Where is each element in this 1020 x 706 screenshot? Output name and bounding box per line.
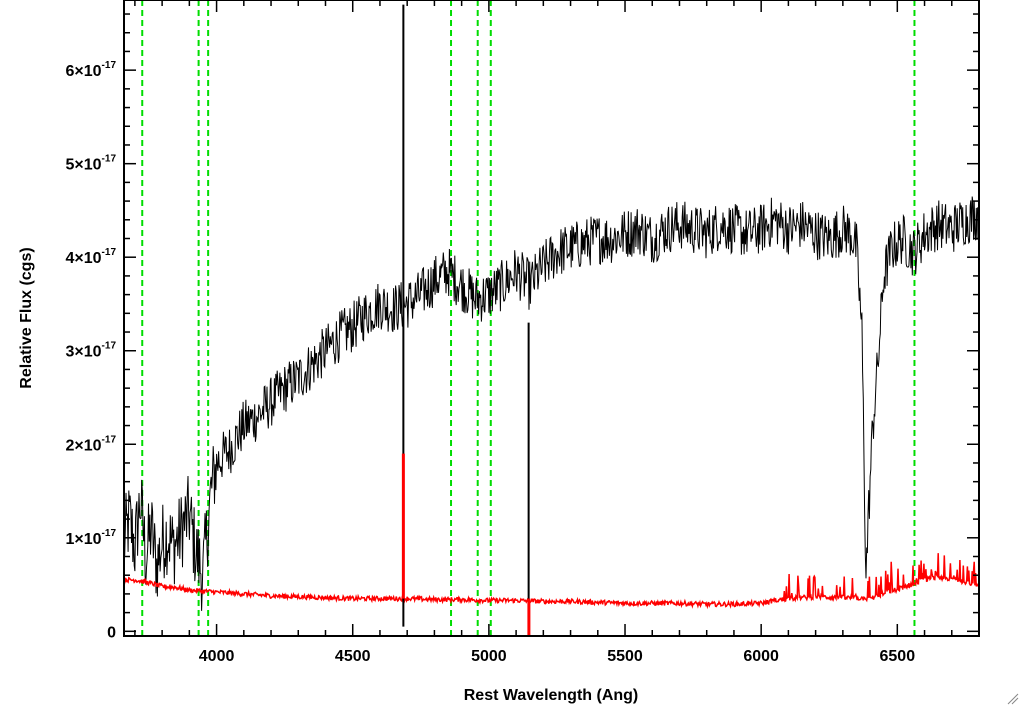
y-tick-label: 3×10-17: [66, 341, 117, 361]
x-tick-label: 5500: [607, 648, 643, 665]
series-layer: [124, 4, 979, 636]
flux-series-line: [124, 196, 979, 611]
y-tick-label: 4×10-17: [66, 247, 117, 267]
x-tick-label: 5000: [471, 648, 507, 665]
plot-frame: [123, 0, 980, 637]
labels-layer: 4000 4500 5000 5500 6000 6500 0 1×10-17 2×10-17 3…: [66, 60, 916, 665]
x-tick-label: 6000: [743, 648, 779, 665]
y-axis-title: Relative Flux (cgs): [18, 247, 35, 388]
x-tick-label: 6500: [880, 648, 916, 665]
y-tick-label: 0: [107, 624, 116, 641]
error-series-line: [124, 553, 979, 610]
x-axis-title: Rest Wavelength (Ang): [464, 687, 639, 704]
ticks-layer: [124, 0, 980, 636]
resize-grip-icon[interactable]: [1007, 693, 1019, 705]
x-tick-label: 4500: [335, 648, 371, 665]
y-tick-label: 2×10-17: [66, 434, 117, 454]
y-tick-label: 6×10-17: [66, 60, 117, 80]
x-tick-label: 4000: [199, 648, 235, 665]
y-tick-label: 5×10-17: [66, 154, 117, 174]
y-tick-label: 1×10-17: [66, 528, 117, 548]
